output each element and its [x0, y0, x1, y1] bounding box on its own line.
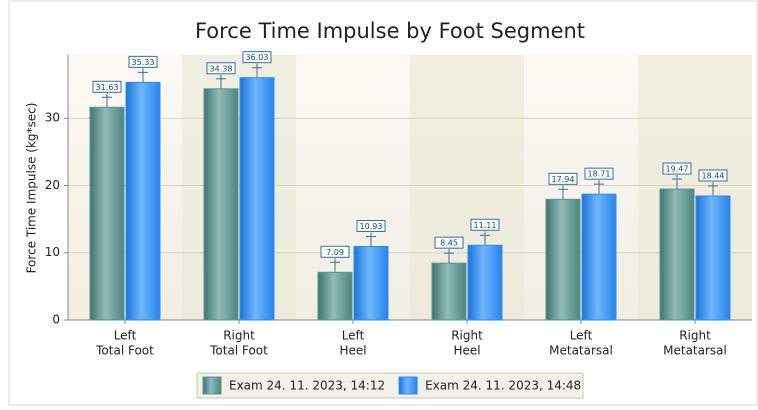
y-tick-label: 10: [45, 245, 60, 259]
y-tick-label: 30: [45, 111, 60, 125]
bar: [659, 188, 695, 321]
bar: [89, 106, 125, 321]
x-tick-label: Total Foot: [209, 344, 268, 358]
value-label: 7.09: [326, 248, 344, 257]
bar: [695, 195, 731, 321]
value-label-box: [698, 169, 728, 182]
chart-title: Force Time Impulse by Foot Segment: [195, 19, 585, 43]
legend-swatch: [202, 376, 222, 395]
bar: [431, 262, 467, 321]
bar: [125, 81, 161, 321]
x-tick-label: Right: [679, 329, 711, 343]
value-label: 11.11: [474, 221, 497, 230]
value-label-box: [320, 245, 350, 258]
value-label-box: [548, 172, 578, 185]
value-label-box: [92, 80, 122, 93]
x-tick-label: Metatarsal: [663, 344, 727, 358]
frame: [8, 0, 758, 406]
value-label: 19.47: [666, 165, 689, 174]
bar: [317, 271, 353, 321]
value-label: 10.93: [360, 222, 383, 231]
bar: [353, 245, 389, 321]
legend: [196, 372, 584, 399]
bar: [239, 77, 275, 321]
band: [410, 55, 524, 320]
value-label-box: [356, 219, 386, 232]
x-tick-label: Right: [451, 329, 483, 343]
value-label: 18.44: [702, 171, 725, 180]
y-tick-label: 20: [45, 178, 60, 192]
value-label: 17.94: [552, 175, 575, 184]
bar: [545, 198, 581, 321]
value-label-box: [434, 236, 464, 249]
x-tick-label: Total Foot: [95, 344, 154, 358]
x-tick-label: Left: [570, 329, 593, 343]
value-label-box: [128, 55, 158, 68]
bar: [581, 193, 617, 321]
x-tick-label: Left: [342, 329, 365, 343]
value-label-box: [662, 162, 692, 175]
value-label-box: [470, 218, 500, 231]
value-label-box: [206, 62, 236, 75]
legend-label: Exam 24. 11. 2023, 14:12: [229, 379, 385, 393]
value-label: 36.03: [246, 53, 269, 62]
legend-swatch: [398, 376, 418, 395]
band: [638, 55, 752, 320]
x-tick-label: Metatarsal: [549, 344, 613, 358]
legend-label: Exam 24. 11. 2023, 14:48: [425, 379, 581, 393]
value-label: 34.38: [210, 64, 233, 73]
value-label: 31.63: [96, 83, 119, 92]
bar: [467, 244, 503, 321]
x-tick-label: Heel: [453, 344, 480, 358]
y-tick-label: 0: [52, 313, 60, 327]
x-tick-label: Heel: [339, 344, 366, 358]
band: [182, 55, 296, 320]
x-tick-label: Left: [114, 329, 137, 343]
value-label: 35.33: [132, 58, 155, 67]
value-label: 8.45: [440, 239, 458, 248]
bar: [203, 88, 239, 321]
value-label: 18.71: [588, 170, 611, 179]
value-label-box: [242, 51, 272, 64]
value-label-box: [584, 167, 614, 180]
x-tick-label: Right: [223, 329, 255, 343]
y-axis-label: Force Time Impulse (kg*sec): [25, 103, 39, 274]
